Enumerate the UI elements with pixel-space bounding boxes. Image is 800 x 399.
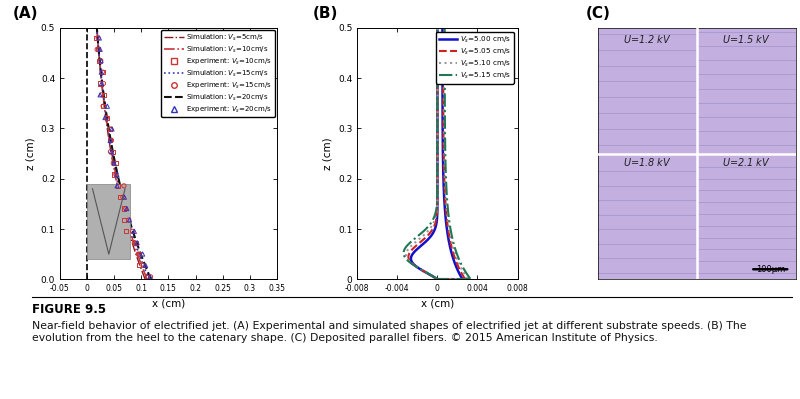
Text: (C): (C) — [586, 6, 611, 21]
Point — [137, 262, 150, 269]
Text: FIGURE 9.5: FIGURE 9.5 — [32, 303, 106, 316]
Point — [93, 35, 106, 41]
Text: (A): (A) — [12, 6, 38, 21]
Point — [101, 103, 114, 109]
Point — [123, 217, 136, 223]
Point — [103, 137, 116, 144]
Point — [130, 239, 143, 246]
Point — [109, 160, 122, 166]
Point — [110, 171, 122, 178]
Text: $U$=1.8 kV: $U$=1.8 kV — [623, 156, 672, 168]
Point — [106, 126, 118, 132]
Point — [90, 35, 102, 41]
Y-axis label: z (cm): z (cm) — [322, 137, 333, 170]
Point — [118, 205, 130, 212]
Point — [128, 228, 141, 235]
Point — [104, 126, 117, 132]
Point — [132, 251, 145, 257]
Point — [144, 274, 157, 280]
Text: Near-field behavior of electrified jet. (A) Experimental and simulated shapes of: Near-field behavior of electrified jet. … — [32, 321, 746, 343]
Text: (B): (B) — [313, 6, 338, 21]
Point — [94, 92, 106, 98]
Point — [96, 103, 109, 109]
Point — [98, 115, 111, 121]
Point — [108, 160, 121, 166]
Point — [110, 183, 123, 189]
X-axis label: x (cm): x (cm) — [421, 299, 454, 309]
Text: $U$=1.5 kV: $U$=1.5 kV — [722, 33, 771, 45]
Point — [133, 251, 146, 257]
Y-axis label: z (cm): z (cm) — [26, 137, 35, 170]
Point — [94, 57, 107, 64]
Point — [104, 148, 117, 155]
Point — [112, 183, 125, 189]
Point — [140, 274, 153, 280]
Point — [94, 46, 106, 53]
Point — [100, 115, 113, 121]
Point — [133, 262, 146, 269]
Point — [95, 92, 108, 98]
Point — [104, 126, 117, 132]
Text: 100μm: 100μm — [756, 265, 785, 274]
Point — [92, 35, 105, 41]
Point — [90, 46, 103, 53]
Bar — [87, 184, 130, 259]
Point — [144, 274, 157, 280]
Point — [139, 262, 152, 269]
Point — [118, 217, 130, 223]
Legend: Simulation: $V_s$=5cm/s, Simulation: $V_s$=10cm/s, Experiment: $V_s$=10cm/s, Sim: Simulation: $V_s$=5cm/s, Simulation: $V_… — [162, 30, 274, 117]
Point — [93, 57, 106, 64]
Point — [107, 148, 120, 155]
Point — [108, 171, 121, 178]
Point — [98, 92, 110, 98]
Point — [96, 69, 109, 75]
Point — [95, 69, 108, 75]
Text: $U$=2.1 kV: $U$=2.1 kV — [722, 156, 771, 168]
X-axis label: x (cm): x (cm) — [152, 299, 185, 309]
Point — [118, 183, 130, 189]
Legend: $V_s$=5.00 cm/s, $V_s$=5.05 cm/s, $V_s$=5.10 cm/s, $V_s$=5.15 cm/s: $V_s$=5.00 cm/s, $V_s$=5.05 cm/s, $V_s$=… — [436, 32, 514, 83]
Point — [128, 239, 141, 246]
Point — [117, 194, 130, 200]
Point — [107, 160, 120, 166]
Point — [97, 103, 110, 109]
Point — [97, 80, 110, 87]
Point — [136, 251, 149, 257]
Point — [130, 239, 142, 246]
Text: $U$=1.2 kV: $U$=1.2 kV — [623, 33, 672, 45]
Point — [119, 205, 132, 212]
Point — [94, 80, 106, 87]
Point — [96, 69, 109, 75]
Point — [94, 57, 107, 64]
Point — [126, 228, 139, 235]
Point — [120, 205, 133, 212]
Point — [110, 171, 123, 178]
Point — [95, 80, 108, 87]
Point — [104, 137, 117, 144]
Point — [114, 194, 126, 200]
Point — [118, 194, 131, 200]
Point — [105, 137, 118, 144]
Point — [119, 228, 132, 235]
Point — [101, 115, 114, 121]
Point — [122, 217, 135, 223]
Point — [92, 46, 105, 53]
Point — [105, 148, 118, 155]
